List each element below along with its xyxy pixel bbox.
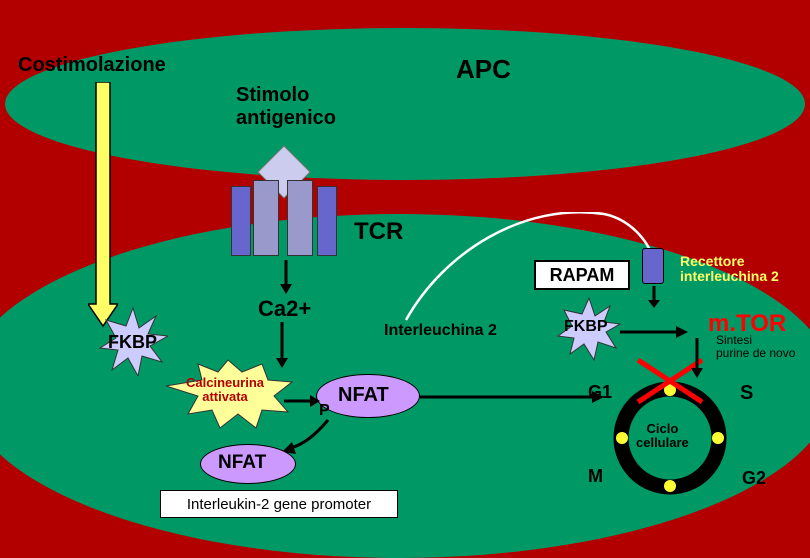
caln-nfat-arrow-icon <box>284 394 320 408</box>
il2-receptor-icon <box>642 248 664 284</box>
receptor-line1: Recettore <box>680 254 779 269</box>
sintesi-line2: purine de novo <box>716 347 795 360</box>
apc-cell <box>5 28 805 180</box>
recep-fkbp-arrow-icon <box>647 286 661 308</box>
nfat-cycle-arrow-icon <box>420 390 606 404</box>
promoter-box: Interleukin-2 gene promoter <box>160 490 398 518</box>
costimolazione-label: Costimolazione <box>18 54 166 77</box>
calcineurin-line2: attivata <box>186 390 264 404</box>
stimolo-line1: Stimolo <box>236 84 336 107</box>
tcr-label: TCR <box>354 218 403 246</box>
il2-label: Interleuchina 2 <box>384 322 497 340</box>
mtor-cycle-arrow-icon <box>690 338 704 378</box>
nfat-label: NFAT <box>218 452 266 474</box>
stimolo-line2: antigenico <box>236 107 336 130</box>
s-label: S <box>740 382 753 405</box>
fkbp-mtor-arrow-icon <box>620 324 690 346</box>
nfat-p-label: NFAT <box>338 384 389 407</box>
apc-label: APC <box>456 54 511 85</box>
receptor-label: Recettore interleuchina 2 <box>680 254 779 285</box>
g2-label: G2 <box>742 468 766 489</box>
calcineurin-line1: Calcineurina <box>186 376 264 390</box>
cycle-line2: cellulare <box>636 436 689 450</box>
tcr-ca-arrow-icon <box>278 260 294 294</box>
tcr-receptor-icon <box>231 180 341 260</box>
rapam-label: RAPAM <box>550 265 615 286</box>
m-label: M <box>588 466 603 487</box>
sintesi-label: Sintesi purine de novo <box>716 334 795 360</box>
costim-arrow-icon <box>88 82 118 328</box>
fkbp-left-label: FKBP <box>108 332 157 353</box>
calcineurin-label: Calcineurina attivata <box>186 376 264 405</box>
stimolo-label: Stimolo antigenico <box>236 84 336 130</box>
promoter-label: Interleukin-2 gene promoter <box>187 496 371 513</box>
rapam-box: RAPAM <box>534 260 630 290</box>
fkbp-right-label: FKBP <box>564 318 608 336</box>
cycle-label: Ciclo cellulare <box>636 422 689 451</box>
ca2-label: Ca2+ <box>258 296 311 322</box>
nfat-dephos-arrow-icon <box>278 416 334 456</box>
receptor-line2: interleuchina 2 <box>680 269 779 284</box>
cycle-line1: Ciclo <box>636 422 689 436</box>
